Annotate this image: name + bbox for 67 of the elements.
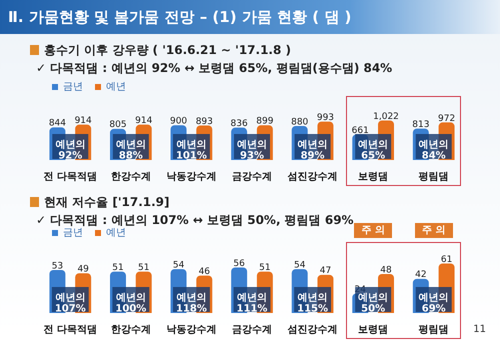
x-tick-label: 보령댐 — [358, 324, 388, 336]
text: 주 의 — [354, 223, 392, 238]
annotation: 예년의 100% — [115, 292, 146, 315]
data-label: 900 — [170, 116, 188, 127]
data-label: 1,022 — [373, 112, 399, 122]
annotation: 예년의 89% — [298, 140, 328, 162]
data-label: 993 — [316, 112, 334, 123]
data-label: 813 — [412, 120, 430, 130]
annotation: 예년의 111% — [236, 292, 268, 315]
data-label: 56 — [233, 258, 246, 269]
data-label: 972 — [438, 114, 456, 124]
x-tick-label: 전 다목적댐 — [44, 172, 98, 183]
chart-title: 현재 저수율 ['17.1.9] — [43, 194, 170, 211]
x-tick-label: 섬진강수계 — [288, 324, 338, 336]
annotation: 예년의 84% — [418, 140, 449, 162]
data-label: 661 — [352, 126, 369, 136]
annotation: 예년의 115% — [297, 292, 328, 315]
annotation: 예년의 118% — [176, 292, 207, 315]
data-label: 54 — [172, 260, 185, 270]
x-tick-label: 낙동강수계 — [166, 324, 216, 336]
text: 11 — [473, 324, 486, 335]
x-tick-label: 평림댐 — [418, 324, 449, 336]
data-label: 914 — [74, 116, 92, 126]
annotation: 예년의 93% — [237, 140, 267, 162]
x-tick-label: 한강수계 — [110, 324, 151, 336]
data-label: 47 — [320, 266, 332, 276]
x-tick-label: 보령댐 — [358, 172, 388, 183]
annotation: 예년의 69% — [418, 292, 449, 315]
data-label: 880 — [291, 117, 309, 128]
data-label: 51 — [138, 262, 150, 273]
data-label: 893 — [196, 116, 213, 127]
data-label: 54 — [294, 260, 306, 270]
data-label: 49 — [77, 264, 90, 275]
data-label: 42 — [415, 270, 427, 280]
data-label: 844 — [48, 118, 66, 129]
legend-label: 금년 — [63, 82, 83, 93]
chart-title: 홍수기 이후 강우량 ( '16.6.21 ~ '17.1.8 ) — [43, 42, 291, 59]
annotation: 예년의 50% — [358, 292, 388, 315]
data-label: 48 — [380, 265, 392, 276]
x-tick-label: 전 다목적댐 — [44, 324, 98, 336]
legend-label: 예년 — [106, 228, 126, 239]
chart-subtitle: ✓ 다목적댐 : 예년의 107% ↔ 보령댐 50%, 평림댐 69% — [36, 212, 354, 228]
x-tick-label: 금강수계 — [232, 172, 272, 183]
annotation: 예년의 65% — [358, 140, 388, 162]
x-tick-label: 낙동강수계 — [166, 172, 216, 183]
data-label: 51 — [112, 262, 124, 273]
data-label: 805 — [109, 120, 127, 130]
data-label: 836 — [230, 119, 248, 130]
text: Ⅱ. 가뭄현황 및 봄가뭄 전망 – (1) 가뭄 현황 ( 댐 ) — [0, 0, 500, 34]
annotation: 예년의 92% — [55, 140, 86, 162]
legend-label: 금년 — [63, 228, 83, 239]
data-label: 51 — [259, 262, 271, 273]
annotation: 예년의 101% — [176, 140, 207, 162]
x-tick-label: 섬진강수계 — [288, 172, 338, 183]
x-tick-label: 평림댐 — [418, 172, 449, 183]
data-label: 914 — [135, 116, 153, 126]
data-label: 53 — [52, 261, 64, 272]
data-label: 61 — [440, 254, 452, 265]
chart-subtitle: ✓ 다목적댐 : 예년의 92% ↔ 보령댐 65%, 평림댐(용수댐) 84% — [36, 60, 392, 77]
x-tick-label: 금강수계 — [232, 324, 272, 336]
text: 주 의 — [414, 223, 453, 238]
data-label: 899 — [256, 116, 274, 127]
data-label: 46 — [198, 266, 210, 277]
annotation: 예년의 88% — [116, 140, 146, 162]
annotation: 예년의 107% — [54, 292, 86, 315]
legend-label: 예년 — [106, 82, 126, 93]
x-tick-label: 한강수계 — [110, 172, 151, 183]
